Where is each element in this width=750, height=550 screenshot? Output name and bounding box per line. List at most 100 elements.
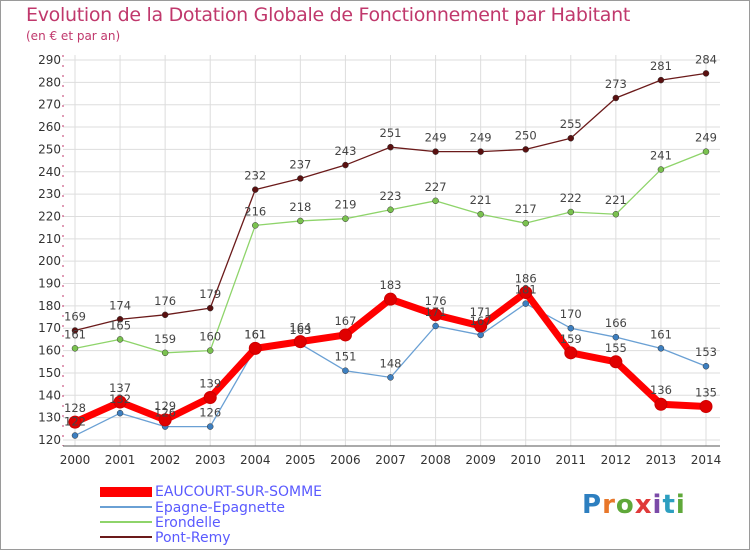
- data-label: 179: [199, 287, 221, 301]
- data-point: [252, 222, 259, 229]
- y-tick-label: 190: [38, 277, 61, 291]
- data-label: 218: [289, 200, 311, 214]
- data-point: [477, 210, 484, 218]
- data-point: [248, 341, 262, 355]
- data-label: 126: [199, 406, 221, 420]
- data-point: [116, 336, 124, 343]
- y-tick-label: 290: [38, 53, 61, 67]
- y-tick-label: 200: [38, 254, 61, 268]
- data-point: [387, 206, 394, 214]
- data-point: [564, 346, 578, 360]
- data-label: 160: [199, 330, 221, 344]
- data-label: 186: [515, 271, 537, 285]
- data-point: [477, 331, 484, 339]
- data-label: 219: [334, 198, 356, 212]
- x-tick-label: 2013: [646, 453, 677, 467]
- data-label: 251: [380, 126, 402, 140]
- data-point: [567, 134, 575, 142]
- data-point: [387, 374, 394, 381]
- data-point: [432, 197, 439, 205]
- data-label: 232: [244, 169, 266, 183]
- data-point: [657, 76, 665, 84]
- y-tick-label: 130: [38, 411, 61, 425]
- y-tick-label: 270: [38, 98, 61, 112]
- data-point: [206, 347, 214, 354]
- data-label: 135: [695, 385, 717, 399]
- data-point: [342, 161, 349, 169]
- data-label: 243: [334, 144, 356, 158]
- data-label: 161: [244, 327, 266, 341]
- x-tick-label: 2011: [556, 453, 587, 467]
- y-tick-label: 260: [38, 120, 61, 134]
- data-point: [68, 415, 82, 429]
- data-label: 148: [380, 356, 402, 370]
- data-point: [297, 217, 304, 225]
- data-point: [699, 399, 713, 413]
- data-label: 155: [605, 341, 627, 355]
- data-point: [477, 148, 484, 155]
- data-point: [387, 143, 394, 151]
- data-label: 171: [425, 305, 447, 319]
- x-tick-label: 2007: [375, 453, 406, 467]
- x-tick-label: 2004: [240, 453, 271, 467]
- data-label: 181: [515, 283, 537, 297]
- legend-label: Pont-Remy: [155, 530, 231, 546]
- data-point: [702, 362, 710, 370]
- data-point: [429, 308, 443, 322]
- data-label: 273: [605, 77, 627, 91]
- data-label: 237: [289, 157, 311, 171]
- data-label: 250: [515, 128, 537, 142]
- data-point: [702, 70, 710, 77]
- data-label: 281: [650, 59, 672, 73]
- data-point: [384, 292, 397, 306]
- data-label: 167: [334, 314, 356, 328]
- data-label: 223: [380, 189, 402, 203]
- data-label: 122: [64, 415, 86, 429]
- y-tick-label: 250: [38, 142, 61, 156]
- grid-layer: [63, 55, 720, 446]
- data-label: 159: [560, 332, 582, 346]
- x-tick-label: 2001: [105, 453, 136, 467]
- data-point: [657, 166, 665, 173]
- data-label: 164: [289, 321, 311, 335]
- data-label: 255: [560, 117, 582, 131]
- data-point: [654, 397, 668, 411]
- data-point: [71, 345, 79, 352]
- data-label: 126: [154, 406, 176, 420]
- x-tick-label: 2002: [150, 453, 181, 467]
- data-point: [612, 210, 620, 218]
- data-point: [252, 186, 259, 193]
- legend-label: EAUCOURT-SUR-SOMME: [155, 484, 322, 500]
- data-point: [657, 345, 665, 352]
- data-point: [522, 219, 529, 227]
- data-label: 165: [109, 318, 131, 332]
- data-label: 169: [64, 309, 86, 323]
- data-point: [612, 94, 620, 102]
- data-label: 249: [470, 131, 492, 145]
- x-tick-label: 2009: [465, 453, 496, 467]
- data-label: 170: [560, 307, 582, 321]
- y-tick-label: 140: [38, 388, 61, 402]
- y-tick-label: 170: [38, 321, 61, 335]
- data-label: 183: [380, 278, 402, 292]
- data-point: [522, 146, 529, 153]
- data-point: [71, 327, 79, 334]
- y-tick-label: 220: [38, 209, 61, 223]
- legend-swatch: [100, 487, 152, 497]
- data-label: 153: [695, 345, 717, 359]
- data-point: [432, 322, 439, 330]
- y-tick-label: 230: [38, 187, 61, 201]
- data-point: [116, 316, 124, 323]
- data-label: 176: [154, 294, 176, 308]
- data-point: [432, 148, 439, 155]
- data-point: [342, 215, 349, 222]
- x-tick-label: 2005: [285, 453, 316, 467]
- data-label: 222: [560, 191, 582, 205]
- data-label: 221: [605, 193, 627, 207]
- y-tick-label: 120: [38, 433, 61, 447]
- axis-layer: 120 130 140 150 160 170 180 190 200 210 220 230 240 2…: [38, 53, 721, 467]
- y-tick-label: 160: [38, 344, 61, 358]
- legend-label: Erondelle: [155, 515, 221, 531]
- data-point: [161, 349, 169, 357]
- series-layer: [68, 70, 713, 439]
